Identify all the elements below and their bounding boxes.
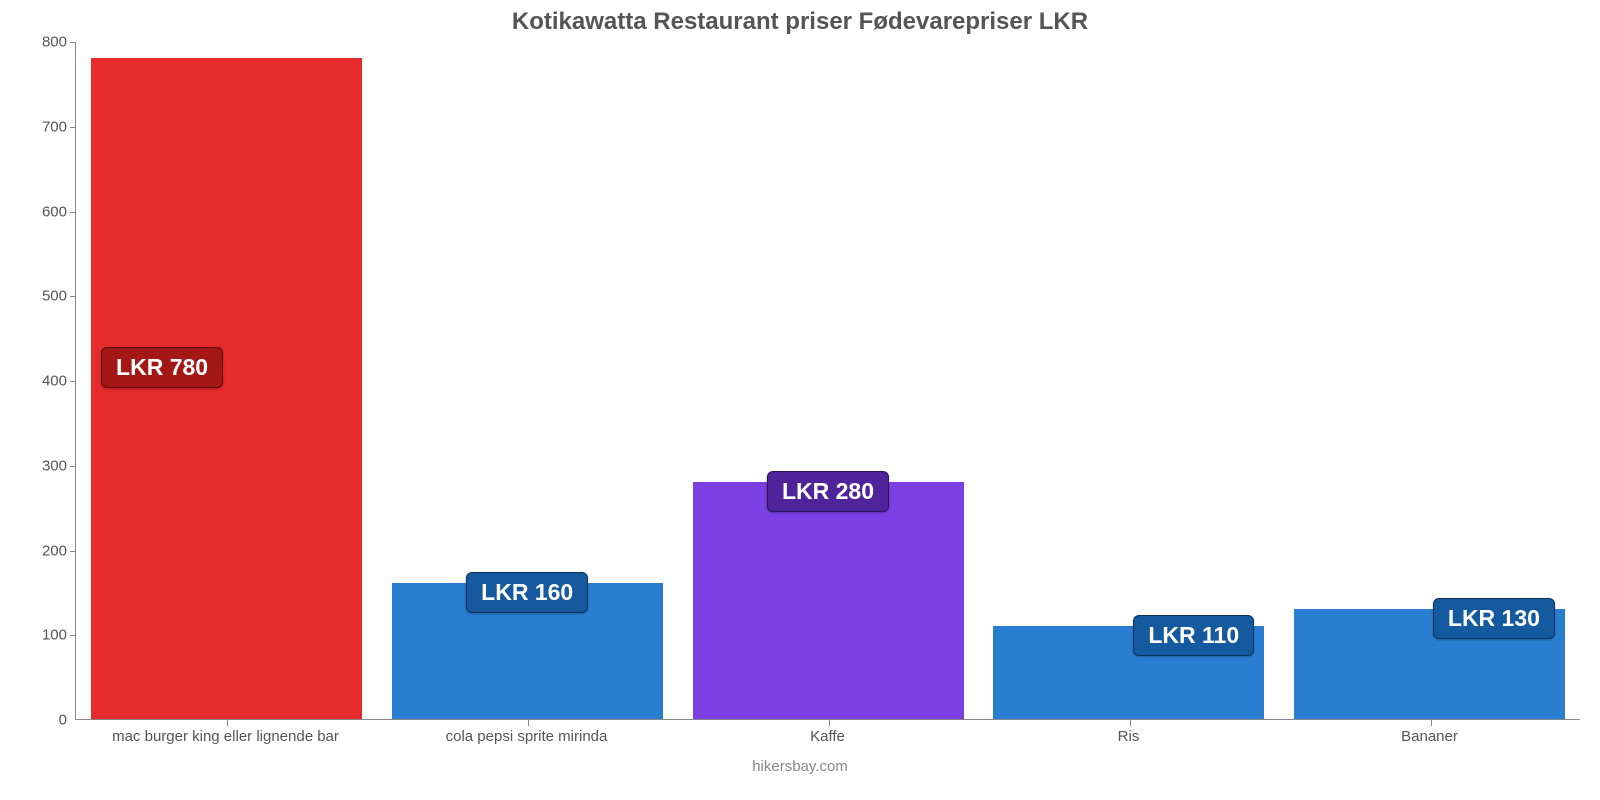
x-axis-label: cola pepsi sprite mirinda bbox=[376, 720, 677, 745]
plot-area: LKR 780 LKR 160 LKR 280 LKR 110 LKR 130 bbox=[75, 42, 1580, 720]
bars-group: LKR 780 LKR 160 LKR 280 LKR 110 LKR 130 bbox=[76, 42, 1580, 719]
x-axis-label: Bananer bbox=[1279, 720, 1580, 745]
y-tick-label: 100 bbox=[42, 627, 67, 644]
bar-slot: LKR 280 bbox=[678, 42, 979, 719]
y-tick-mark bbox=[70, 212, 76, 213]
y-tick-mark bbox=[70, 127, 76, 128]
bar-slot: LKR 780 bbox=[76, 42, 377, 719]
y-tick-label: 500 bbox=[42, 288, 67, 305]
bar-slot: LKR 130 bbox=[1279, 42, 1580, 719]
bar bbox=[693, 482, 964, 719]
y-tick-label: 600 bbox=[42, 203, 67, 220]
bar-slot: LKR 160 bbox=[377, 42, 678, 719]
x-axis-label: Kaffe bbox=[677, 720, 978, 745]
bar-value-label: LKR 110 bbox=[1133, 615, 1254, 656]
bar bbox=[91, 58, 362, 719]
chart-title: Kotikawatta Restaurant priser Fødevarepr… bbox=[0, 8, 1600, 36]
x-axis-label: mac burger king eller lignende bar bbox=[75, 720, 376, 745]
y-tick-mark bbox=[70, 42, 76, 43]
y-tick-mark bbox=[70, 635, 76, 636]
x-axis-label: Ris bbox=[978, 720, 1279, 745]
bar-slot: LKR 110 bbox=[978, 42, 1279, 719]
bar-value-label: LKR 280 bbox=[767, 471, 889, 512]
price-bar-chart: Kotikawatta Restaurant priser Fødevarepr… bbox=[0, 0, 1600, 800]
y-tick-mark bbox=[70, 551, 76, 552]
chart-credit: hikersbay.com bbox=[0, 758, 1600, 775]
y-tick-label: 700 bbox=[42, 118, 67, 135]
y-tick-mark bbox=[70, 296, 76, 297]
bar-value-label: LKR 160 bbox=[466, 572, 588, 613]
y-tick-mark bbox=[70, 466, 76, 467]
y-tick-label: 200 bbox=[42, 542, 67, 559]
x-axis-labels: mac burger king eller lignende barcola p… bbox=[75, 720, 1580, 745]
y-axis: 0100200300400500600700800 bbox=[0, 42, 75, 720]
bar-value-label: LKR 130 bbox=[1433, 598, 1555, 639]
bar-value-label: LKR 780 bbox=[101, 347, 223, 388]
y-tick-label: 400 bbox=[42, 373, 67, 390]
y-tick-mark bbox=[70, 381, 76, 382]
y-tick-label: 300 bbox=[42, 457, 67, 474]
y-tick-label: 800 bbox=[42, 34, 67, 51]
y-tick-label: 0 bbox=[59, 712, 67, 729]
